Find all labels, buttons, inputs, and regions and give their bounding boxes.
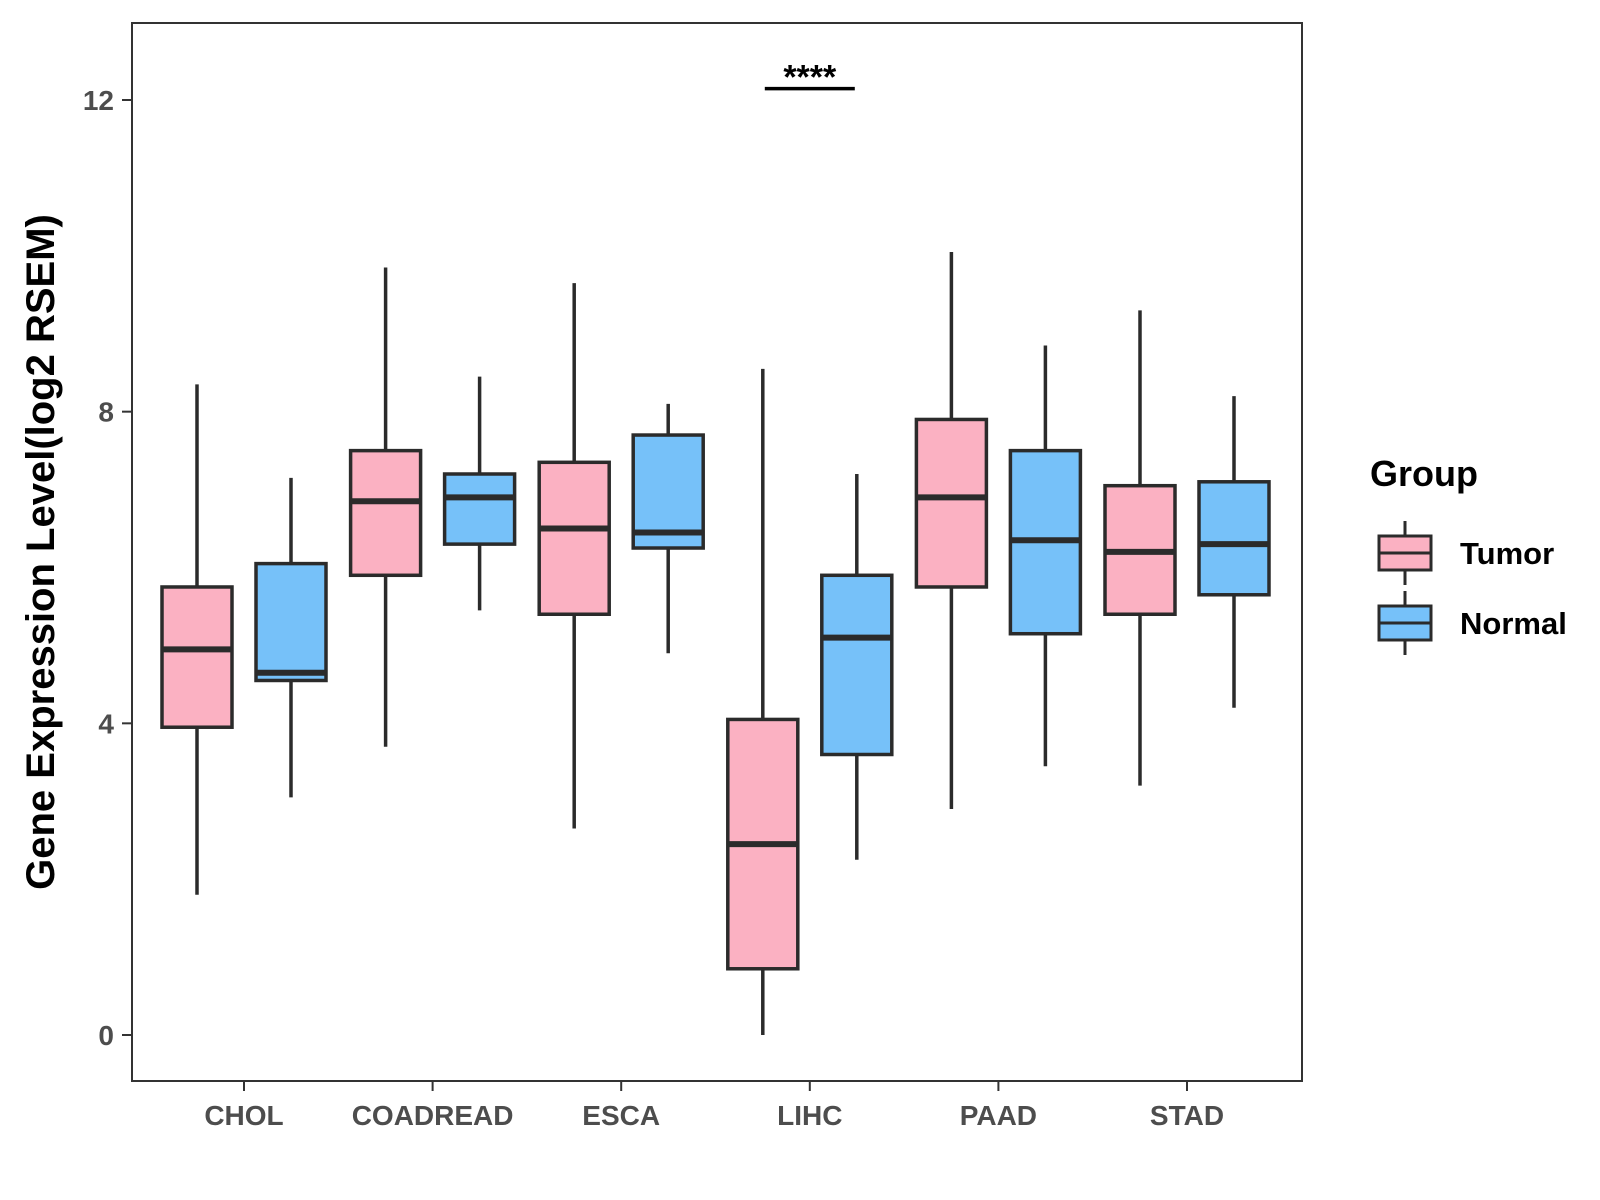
box-iqr — [537, 460, 611, 616]
box-tumor-chol — [160, 384, 234, 895]
box-tumor-stad — [1103, 310, 1177, 786]
legend-item-normal: Normal — [1377, 591, 1567, 655]
y-axis-title: Gene Expression Level(log2 RSEM) — [19, 214, 63, 890]
box-normal-stad — [1197, 396, 1271, 708]
y-tick-label: 4 — [98, 708, 114, 739]
y-tick-label: 8 — [98, 397, 114, 428]
box-tumor-lihc — [726, 368, 800, 1035]
legend-items: Tumor Normal — [1377, 521, 1567, 655]
box-normal-paad — [1008, 345, 1083, 767]
box-iqr — [442, 472, 517, 546]
x-tick-label: CHOL — [204, 1100, 283, 1131]
y-tick-label: 0 — [98, 1020, 114, 1051]
x-tick-label: COADREAD — [352, 1100, 514, 1131]
series-tumor — [160, 251, 1177, 1035]
box-iqr — [820, 573, 894, 757]
x-tick-label: STAD — [1150, 1100, 1224, 1131]
x-tick-label: PAAD — [960, 1100, 1037, 1131]
box-iqr — [254, 561, 328, 683]
legend-title: Group — [1370, 453, 1478, 494]
box-iqr — [914, 417, 989, 589]
box-normal-esca — [631, 403, 705, 654]
box-iqr — [631, 433, 705, 550]
significance-annotations: **** — [764, 59, 855, 97]
series-normal — [254, 345, 1271, 860]
x-axis: CHOL COADREAD ESCA LIHC PAAD STAD — [204, 1081, 1224, 1131]
box-normal-chol — [254, 477, 328, 798]
box-iqr — [1197, 480, 1271, 597]
box-normal-coadread — [442, 376, 517, 611]
plot-panel-border — [131, 22, 1303, 1082]
legend-label: Tumor — [1460, 536, 1554, 571]
box-series — [160, 251, 1271, 1035]
x-tick-label: ESCA — [582, 1100, 660, 1131]
legend-item-tumor: Tumor — [1377, 521, 1554, 585]
x-tick-label: LIHC — [777, 1100, 842, 1131]
significance-label: **** — [783, 59, 837, 97]
box-iqr — [160, 585, 234, 729]
y-axis: 0 4 8 12 — [83, 85, 132, 1051]
box-tumor-esca — [537, 283, 611, 829]
box-tumor-coadread — [348, 267, 423, 747]
box-tumor-paad — [914, 251, 989, 810]
legend-label: Normal — [1460, 606, 1567, 641]
box-normal-lihc — [820, 474, 894, 860]
legend: Group Tumor Normal — [1370, 453, 1567, 655]
box-iqr — [348, 448, 423, 578]
y-tick-label: 12 — [83, 85, 114, 116]
